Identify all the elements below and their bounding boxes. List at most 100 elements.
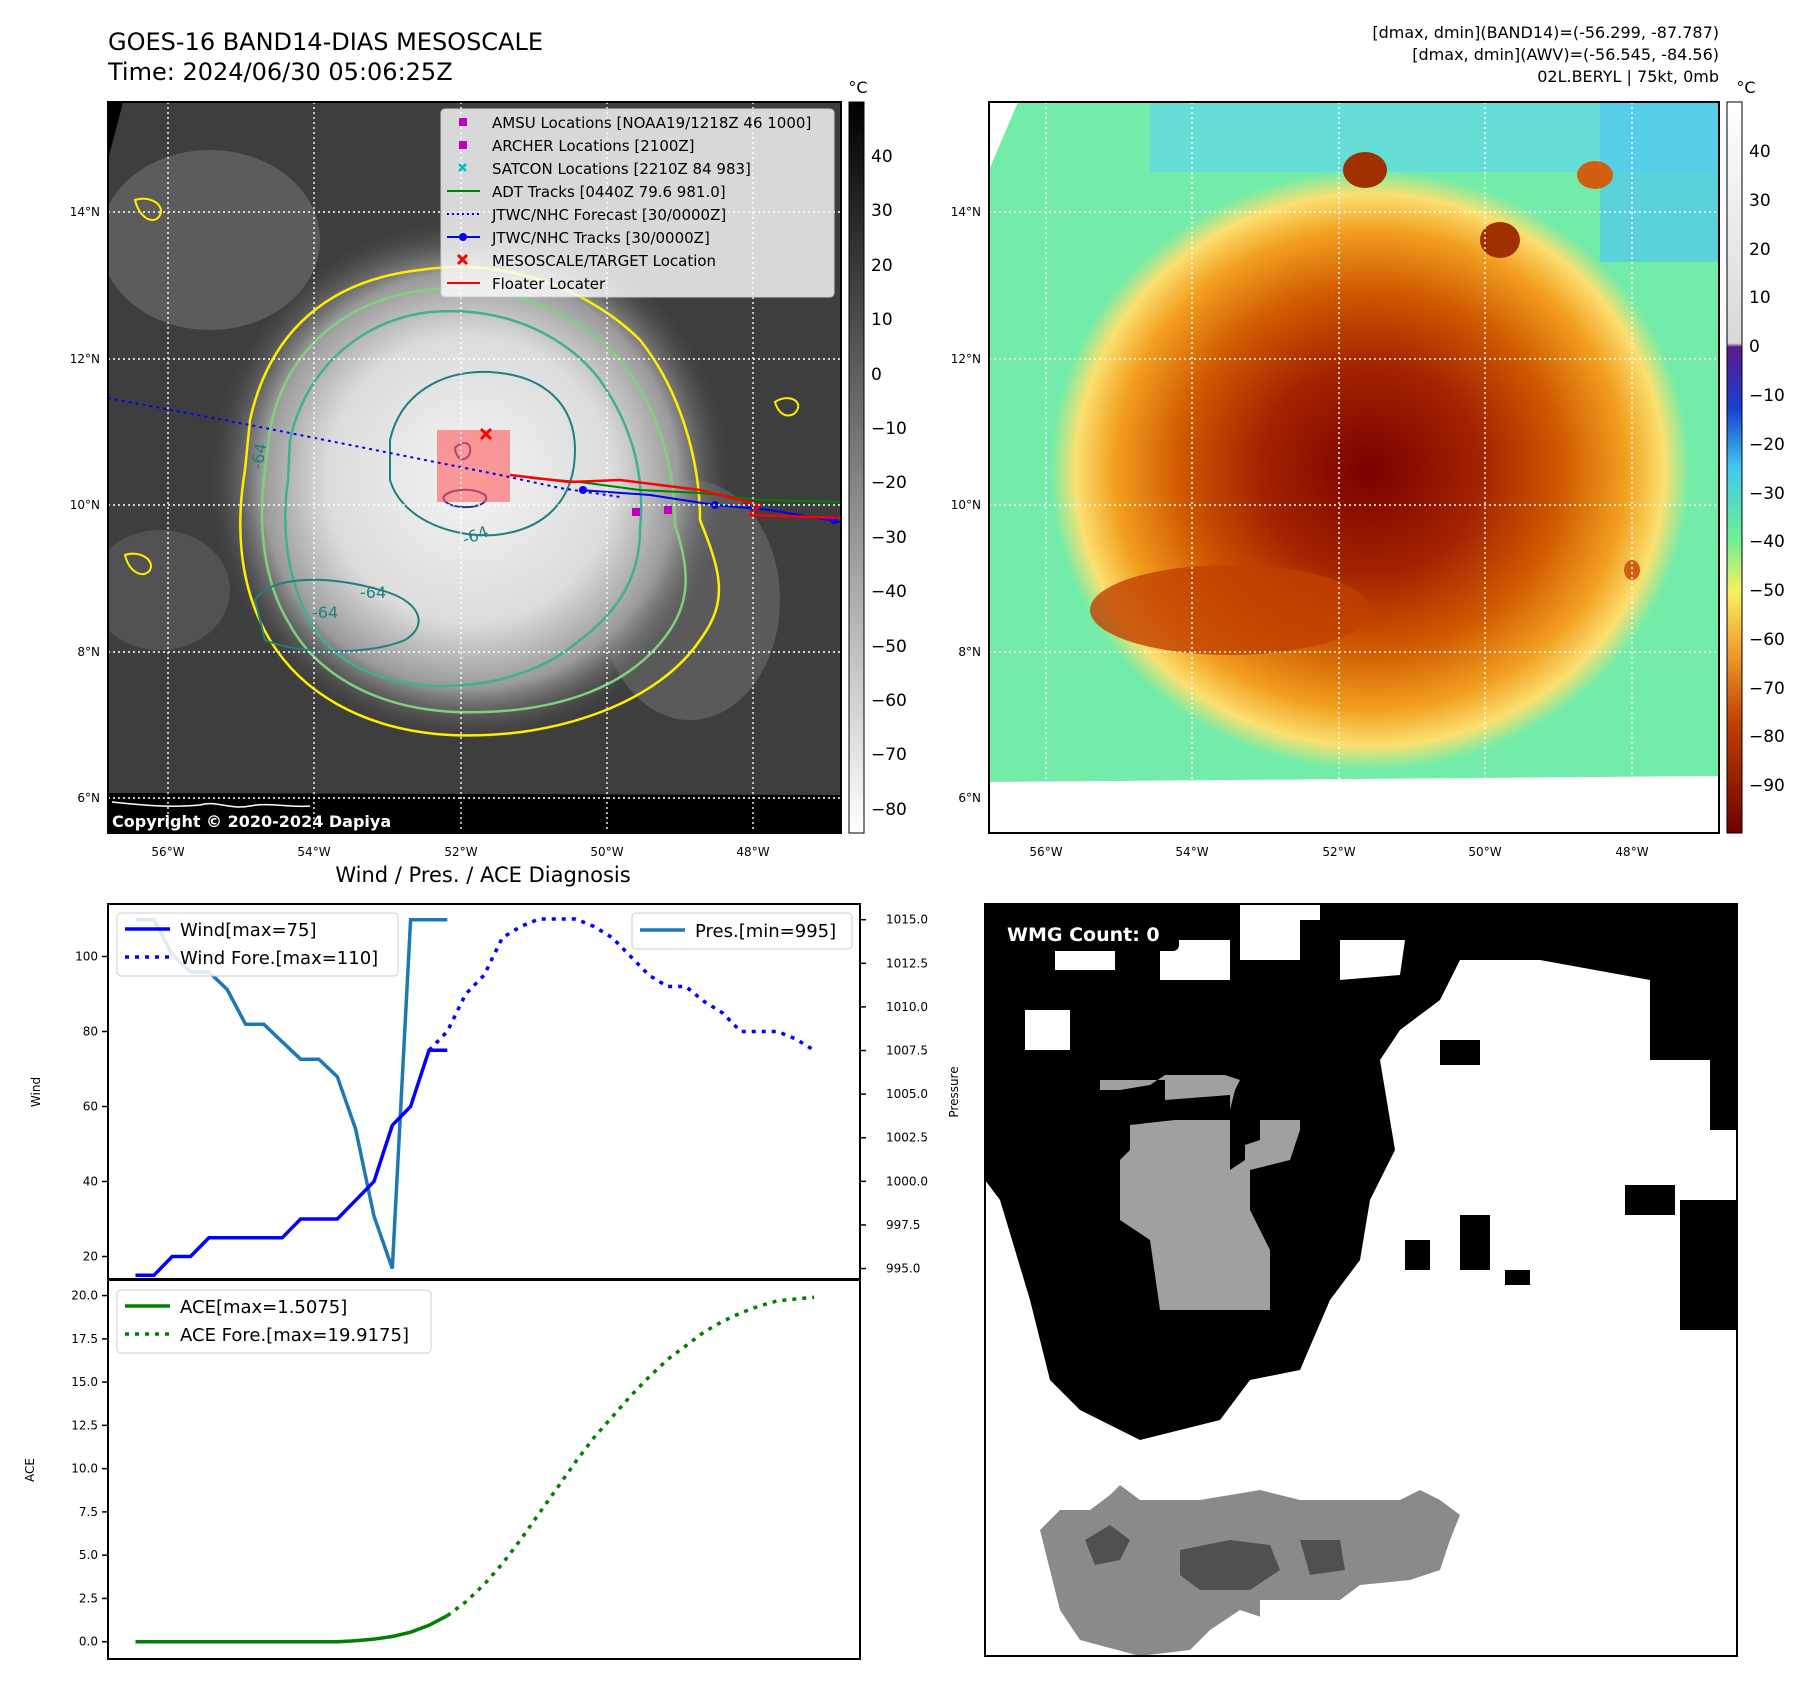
axis-tick-label: 1010.0 bbox=[886, 1000, 928, 1014]
wind-axis-ticks: 20 40 60 80 100 bbox=[75, 950, 108, 1264]
ir-colorbar: °C 40 30 20 10 0 −10 −20 −30 −40 −50 −60… bbox=[848, 78, 907, 834]
wind-pressure-chart: 20 40 60 80 100 995.0 997.5 1000.0 1002.5 1005.0… bbox=[29, 903, 961, 1280]
axis-tick-label: 1012.5 bbox=[886, 956, 928, 970]
ir-colorbar-tick: −20 bbox=[871, 473, 907, 493]
contour-label: -64 bbox=[360, 583, 386, 602]
ir-contour-teal bbox=[389, 370, 577, 537]
wmg-white-hole bbox=[1025, 1010, 1070, 1050]
diagnosis-title: Wind / Pres. / ACE Diagnosis bbox=[335, 863, 630, 887]
axis-tick-label: 17.5 bbox=[71, 1332, 98, 1346]
ir-colorbar-tick: −40 bbox=[871, 582, 907, 602]
awv-colorbar-tick: −80 bbox=[1749, 727, 1785, 747]
axis-tick-label: 1007.5 bbox=[886, 1044, 928, 1058]
jtwc-forecast-track bbox=[108, 397, 621, 498]
wmg-count-badge bbox=[993, 917, 1179, 951]
jtwc-track-point bbox=[579, 486, 587, 494]
lat-label: 10°N bbox=[70, 498, 100, 512]
ir-contour-yellow-2 bbox=[773, 397, 800, 417]
archer-marker bbox=[664, 506, 672, 514]
info-line-2: [dmax, dmin](AWV)=(-56.545, -84.56) bbox=[1412, 45, 1719, 64]
ir-contour-yellow bbox=[239, 265, 721, 737]
wmg-black-spot bbox=[1460, 1215, 1490, 1270]
awv-colorbar-tick: 40 bbox=[1749, 142, 1771, 162]
awv-colorbar-tick: 10 bbox=[1749, 288, 1771, 308]
ace-legend-box bbox=[116, 1289, 432, 1354]
wmg-panel: WMG Count: 0 bbox=[984, 903, 1738, 1657]
title-line-2: Time: 2024/06/30 05:06:25Z bbox=[107, 58, 453, 86]
map-legend: AMSU Locations [NOAA19/1218Z 46 1000] AR… bbox=[440, 108, 835, 298]
lon-label: 52°W bbox=[1322, 845, 1355, 859]
lat-label: 8°N bbox=[958, 645, 981, 659]
legend-marker-amsu bbox=[459, 118, 467, 126]
wind-legend: Wind[max=75] Wind Fore.[max=110] bbox=[116, 912, 399, 977]
series-line bbox=[135, 1048, 448, 1278]
awv-colorbar-tick: 0 bbox=[1749, 337, 1760, 357]
ir-colorbar-tick: 10 bbox=[871, 310, 893, 330]
ir-panel-frame bbox=[107, 101, 842, 834]
pressure-legend: Pres.[min=995] bbox=[631, 912, 853, 950]
awv-colorbar-tick: −20 bbox=[1749, 435, 1785, 455]
lon-label: 54°W bbox=[1175, 845, 1208, 859]
legend-label-amsu: AMSU Locations [NOAA19/1218Z 46 1000] bbox=[492, 114, 811, 132]
ir-colorbar-tick: −50 bbox=[871, 637, 907, 657]
ir-contour-yellow-3 bbox=[133, 197, 162, 221]
ir-contour-teal-2 bbox=[253, 578, 420, 653]
info-line-3: 02L.BERYL | 75kt, 0mb bbox=[1537, 67, 1719, 86]
awv-colorbar-ticks: 40 30 20 10 0 −10 −20 −30 −40 −50 −60 −7… bbox=[1749, 142, 1785, 796]
awv-colorbar: °C 40 30 20 10 0 −10 −20 −30 −40 −50 −60… bbox=[1726, 78, 1785, 834]
legend-label-adt: ADT Tracks [0440Z 79.6 981.0] bbox=[492, 183, 726, 201]
axis-tick-label: 15.0 bbox=[71, 1375, 98, 1389]
ir-cloud-patch bbox=[108, 530, 230, 650]
legend-label-target: MESOSCALE/TARGET Location bbox=[492, 252, 716, 270]
axis-tick-label: 0.0 bbox=[79, 1635, 98, 1649]
wind-legend-label: Wind[max=75] bbox=[180, 920, 317, 941]
ir-cloud-patch bbox=[108, 150, 320, 330]
contour-label: -64 bbox=[247, 442, 270, 471]
pressure-axis-ticks: 995.0 997.5 1000.0 1002.5 1005.0 1007.5 1010.0… bbox=[860, 913, 928, 1276]
lon-label: 48°W bbox=[736, 845, 769, 859]
ir-contour-yellow-4 bbox=[123, 552, 152, 576]
awv-colorbar-tick: −40 bbox=[1749, 532, 1785, 552]
ir-colorbar-tick: 20 bbox=[871, 256, 893, 276]
lon-label: 48°W bbox=[1615, 845, 1648, 859]
ir-colorbar-tick: −80 bbox=[871, 800, 907, 820]
ir-colorbar-unit: °C bbox=[848, 78, 867, 97]
legend-marker-target bbox=[456, 253, 469, 266]
ace-axis-label: ACE bbox=[23, 1458, 37, 1482]
awv-cell bbox=[1577, 161, 1613, 189]
awv-colorbar-tick: −50 bbox=[1749, 581, 1785, 601]
legend-label-floater: Floater Locater bbox=[492, 275, 606, 293]
left-lon-labels: 56°W 54°W 52°W 50°W 48°W bbox=[151, 845, 769, 859]
ir-satellite-panel: -64 -64 -64 -64 Copyright © 2020-2024 Da… bbox=[107, 101, 842, 834]
wmg-black-spot bbox=[1405, 1240, 1430, 1270]
ir-colorbar-tick: −70 bbox=[871, 745, 907, 765]
wind-axis-label: Wind bbox=[29, 1077, 43, 1107]
awv-colorbar-tick: 20 bbox=[1749, 240, 1771, 260]
axis-tick-label: 7.5 bbox=[79, 1505, 98, 1519]
title-line-1: GOES-16 BAND14-DIAS MESOSCALE bbox=[108, 28, 543, 56]
axis-tick-label: 20 bbox=[83, 1250, 98, 1264]
ir-colorbar-tick: −60 bbox=[871, 691, 907, 711]
ace-chart: 0.0 2.5 5.0 7.5 10.0 12.5 15.0 17.5 20.0 ACE ACE… bbox=[23, 1279, 861, 1660]
axis-tick-label: 60 bbox=[83, 1100, 98, 1114]
ace-axis-ticks: 0.0 2.5 5.0 7.5 10.0 12.5 15.0 17.5 20.0 bbox=[71, 1289, 108, 1649]
legend-label-jtwc-forecast: JTWC/NHC Forecast [30/0000Z] bbox=[491, 206, 726, 224]
ace-fore-legend-label: ACE Fore.[max=19.9175] bbox=[180, 1325, 409, 1346]
ace-legend-label: ACE[max=1.5075] bbox=[180, 1297, 347, 1318]
legend-label-archer: ARCHER Locations [2100Z] bbox=[492, 137, 695, 155]
copyright-label: Copyright © 2020-2024 Dapiya bbox=[112, 812, 391, 831]
ir-colorbar-tick: −30 bbox=[871, 528, 907, 548]
wmg-count-label: WMG Count: 0 bbox=[1007, 924, 1160, 946]
awv-cell bbox=[1480, 222, 1520, 258]
awv-colorbar-unit: °C bbox=[1736, 78, 1755, 97]
axis-tick-label: 100 bbox=[75, 950, 98, 964]
axis-tick-label: 1002.5 bbox=[886, 1131, 928, 1145]
axis-tick-label: 997.5 bbox=[886, 1218, 920, 1232]
lat-label: 14°N bbox=[70, 205, 100, 219]
legend-marker-archer bbox=[459, 141, 467, 149]
awv-colorbar-gradient bbox=[1726, 101, 1743, 834]
wmg-black-spot bbox=[1440, 1040, 1480, 1065]
info-line-1: [dmax, dmin](BAND14)=(-56.299, -87.787) bbox=[1372, 23, 1719, 42]
ir-colorbar-ticks: 40 30 20 10 0 −10 −20 −30 −40 −50 −60 −7… bbox=[871, 147, 907, 820]
awv-panel-frame bbox=[988, 101, 1720, 834]
